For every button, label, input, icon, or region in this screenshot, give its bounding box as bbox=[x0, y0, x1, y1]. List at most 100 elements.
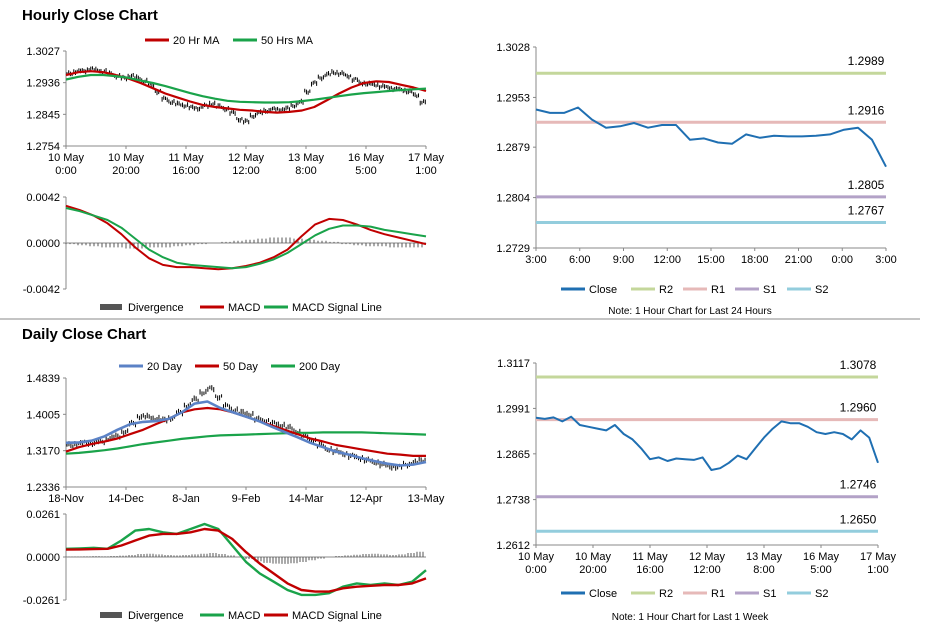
hourly-price-x-tick-label: 10 May bbox=[48, 152, 85, 164]
daily-macd-y-tick-label: 0.0000 bbox=[26, 552, 60, 564]
hourly-macd-y-tick-label: 0.0042 bbox=[26, 192, 60, 204]
hourly-price-x-tick-label: 10 May bbox=[108, 152, 145, 164]
daily-levels-legend-label: R1 bbox=[711, 588, 725, 600]
hourly-levels-legend-label: S2 bbox=[815, 284, 828, 296]
daily-note: Note: 1 Hour Chart for Last 1 Week bbox=[612, 612, 770, 623]
daily-macd-y-tick-label: -0.0261 bbox=[23, 595, 60, 607]
daily-levels-x-tick-label: 12 May bbox=[689, 551, 726, 563]
hourly-levels-x-tick-label: 3:00 bbox=[525, 254, 546, 266]
daily-price-y-tick-label: 1.4839 bbox=[26, 373, 60, 385]
hourly-levels-s1-value: 1.2805 bbox=[848, 178, 885, 192]
daily-price-y-tick-label: 1.4005 bbox=[26, 409, 60, 421]
daily-levels-y-tick-label: 1.3117 bbox=[497, 358, 530, 370]
daily-levels-y-tick-label: 1.2738 bbox=[496, 495, 530, 507]
daily-levels-x-tick-label: 20:00 bbox=[579, 564, 607, 576]
daily-levels-legend-label: R2 bbox=[659, 588, 673, 600]
hourly-50hr-ma-line bbox=[65, 73, 427, 104]
hourly-levels-x-tick-label: 9:00 bbox=[613, 254, 634, 266]
daily-20day-line bbox=[65, 400, 427, 467]
daily-macd-legend-label: MACD bbox=[228, 610, 260, 622]
hourly-levels-x-tick-label: 12:00 bbox=[653, 254, 681, 266]
hourly-price-x-tick-label: 5:00 bbox=[355, 165, 376, 177]
hourly-levels-x-tick-label: 0:00 bbox=[832, 254, 853, 266]
hourly-levels-x-tick-label: 3:00 bbox=[875, 254, 896, 266]
hourly-macd-legend-label: Divergence bbox=[128, 302, 184, 314]
daily-levels-x-tick-label: 12:00 bbox=[693, 564, 721, 576]
hourly-levels-x-tick-label: 15:00 bbox=[697, 254, 725, 266]
hourly-price-x-tick-label: 13 May bbox=[288, 152, 325, 164]
hourly-levels-y-tick-label: 1.3028 bbox=[496, 42, 530, 54]
daily-levels-x-tick-label: 17 May bbox=[860, 551, 897, 563]
daily-price-x-tick-label: 13-May bbox=[408, 493, 445, 505]
hourly-levels-y-tick-label: 1.2804 bbox=[496, 193, 530, 205]
daily-price-x-tick-label: 14-Mar bbox=[289, 493, 324, 505]
hourly-note: Note: 1 Hour Chart for Last 24 Hours bbox=[608, 306, 771, 317]
daily-levels-y-tick-label: 1.2991 bbox=[496, 403, 530, 415]
hourly-levels-y-tick-label: 1.2953 bbox=[496, 92, 530, 104]
daily-levels-s2-value: 1.2650 bbox=[840, 512, 877, 526]
daily-levels-x-tick-label: 1:00 bbox=[867, 564, 888, 576]
hourly-price-x-tick-label: 20:00 bbox=[112, 165, 140, 177]
hourly-price-x-tick-label: 12 May bbox=[228, 152, 265, 164]
daily-levels-legend-label: S1 bbox=[763, 588, 776, 600]
daily-levels-x-tick-label: 16:00 bbox=[636, 564, 664, 576]
hourly-levels-legend-label: Close bbox=[589, 284, 617, 296]
daily-macd-line bbox=[65, 522, 427, 597]
daily-levels-x-tick-label: 16 May bbox=[803, 551, 840, 563]
hourly-levels-s2-value: 1.2767 bbox=[848, 203, 885, 217]
hourly-price-x-tick-label: 0:00 bbox=[55, 165, 76, 177]
daily-price-legend-label: 50 Day bbox=[223, 361, 258, 373]
daily-price-x-tick-label: 12-Apr bbox=[349, 493, 382, 505]
daily-levels-x-tick-label: 5:00 bbox=[810, 564, 831, 576]
daily-macd-legend-label: MACD Signal Line bbox=[292, 610, 382, 622]
daily-macd-y-tick-label: 0.0261 bbox=[26, 509, 60, 521]
hourly-levels-r2-value: 1.2989 bbox=[848, 54, 885, 68]
hourly-levels-close-line bbox=[535, 106, 887, 168]
hourly-levels-x-tick-label: 6:00 bbox=[569, 254, 590, 266]
daily-levels-x-tick-label: 10 May bbox=[518, 551, 555, 563]
daily-price-y-tick-label: 1.2336 bbox=[26, 482, 60, 494]
daily-macd-legend-label: Divergence bbox=[128, 610, 184, 622]
daily-levels-s1-value: 1.2746 bbox=[840, 478, 877, 492]
daily-levels-y-tick-label: 1.2865 bbox=[496, 449, 530, 461]
hourly-price-y-tick-label: 1.3027 bbox=[26, 46, 60, 58]
hourly-levels-x-tick-label: 21:00 bbox=[785, 254, 813, 266]
hourly-price-legend-label: 50 Hrs MA bbox=[261, 35, 314, 47]
daily-macd-signal-line bbox=[65, 527, 427, 593]
daily-macd-legend-swatch bbox=[100, 612, 122, 618]
hourly-price-x-tick-label: 8:00 bbox=[295, 165, 316, 177]
daily-price-x-tick-label: 8-Jan bbox=[172, 493, 200, 505]
daily-levels-x-tick-label: 13 May bbox=[746, 551, 783, 563]
hourly-macd-legend-swatch bbox=[100, 304, 122, 310]
daily-levels-legend-label: Close bbox=[589, 588, 617, 600]
daily-levels-x-tick-label: 0:00 bbox=[525, 564, 546, 576]
daily-levels-r2-value: 1.3078 bbox=[840, 358, 877, 372]
hourly-macd-line bbox=[65, 204, 427, 271]
hourly-price-x-tick-label: 16 May bbox=[348, 152, 385, 164]
daily-levels-x-tick-label: 10 May bbox=[575, 551, 612, 563]
daily-levels-x-tick-label: 11 May bbox=[632, 551, 668, 563]
hourly-levels-legend-label: R2 bbox=[659, 284, 673, 296]
daily-section-title: Daily Close Chart bbox=[22, 326, 146, 343]
hourly-macd-legend-label: MACD Signal Line bbox=[292, 302, 382, 314]
hourly-levels-legend-label: S1 bbox=[763, 284, 776, 296]
daily-levels-r1-value: 1.2960 bbox=[840, 401, 877, 415]
hourly-levels-y-tick-label: 1.2879 bbox=[496, 142, 530, 154]
hourly-section-title: Hourly Close Chart bbox=[22, 7, 158, 24]
daily-200day-line bbox=[65, 431, 427, 455]
hourly-macd-y-tick-label: -0.0042 bbox=[23, 284, 60, 296]
hourly-macd-legend-label: MACD bbox=[228, 302, 260, 314]
hourly-macd-signal-line bbox=[65, 207, 427, 270]
hourly-price-x-tick-label: 17 May bbox=[408, 152, 445, 164]
daily-price-legend-label: 20 Day bbox=[147, 361, 182, 373]
daily-levels-close-line bbox=[535, 415, 879, 471]
daily-price-legend-label: 200 Day bbox=[299, 361, 340, 373]
hourly-levels-legend-label: R1 bbox=[711, 284, 725, 296]
daily-price-x-tick-label: 9-Feb bbox=[232, 493, 261, 505]
hourly-price-y-tick-label: 1.2936 bbox=[26, 78, 60, 90]
daily-levels-legend-label: S2 bbox=[815, 588, 828, 600]
hourly-price-x-tick-label: 11 May bbox=[168, 152, 204, 164]
hourly-levels-r1-value: 1.2916 bbox=[848, 103, 885, 117]
daily-price-x-tick-label: 18-Nov bbox=[48, 493, 84, 505]
